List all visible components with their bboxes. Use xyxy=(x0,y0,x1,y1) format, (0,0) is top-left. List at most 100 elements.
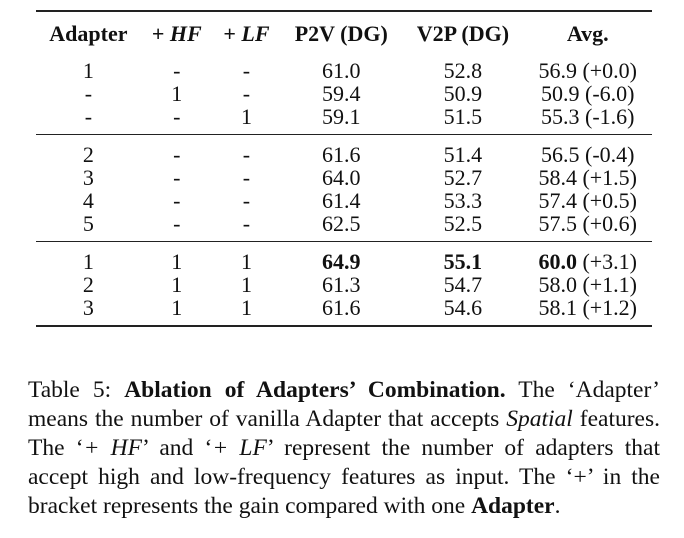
table-row: 1 - - 61.0 52.8 56.9 (+0.0) xyxy=(36,51,652,82)
caption-label: Table 5: xyxy=(28,376,125,403)
cell-hf: - xyxy=(173,165,181,190)
cell-avg: 58.1 (+1.2) xyxy=(523,296,652,326)
header-hf: + HF xyxy=(141,11,213,51)
cell-p2v: 61.3 xyxy=(322,272,361,297)
cell-p2v: 64.9 xyxy=(322,249,361,274)
header-hf-em: HF xyxy=(169,21,202,46)
cell-avg: 57.4 (+0.5) xyxy=(523,189,652,212)
cell-hf: - xyxy=(173,188,181,213)
header-lf: + LF xyxy=(213,11,281,51)
cell-v2p: 52.5 xyxy=(443,211,483,236)
cell-v2p: 51.4 xyxy=(443,142,483,167)
cell-v2p: 54.7 xyxy=(443,272,483,297)
ablation-table: Adapter + HF + LF P2V (DG) V2P (DG) Avg.… xyxy=(36,10,652,327)
caption-text-3: ’ and ‘ xyxy=(142,434,213,461)
caption-adapter-bold: Adapter xyxy=(471,492,555,519)
cell-avg-gain: (-1.6) xyxy=(579,104,635,129)
cell-p2v: 61.0 xyxy=(322,58,361,83)
cell-avg-value: 58.4 xyxy=(538,165,577,190)
cell-p2v: 64.0 xyxy=(322,165,361,190)
cell-p2v: 61.4 xyxy=(322,188,361,213)
table-caption: Table 5: Ablation of Adapters’ Combinati… xyxy=(28,376,660,521)
cell-lf: - xyxy=(242,58,251,83)
table-row: -1-59.4 50.9 50.9 (-6.0) xyxy=(36,82,652,105)
cell-adapter: 3 xyxy=(82,165,94,190)
cell-hf: - xyxy=(173,104,181,129)
caption-spatial: Spatial xyxy=(506,405,573,432)
cell-avg-gain: (-6.0) xyxy=(579,81,635,106)
caption-title: Ablation of Adapters’ Combination. xyxy=(124,376,506,403)
table-row: 3 1 1 61.6 54.6 58.1 (+1.2) xyxy=(36,296,652,326)
cell-avg-gain: (+0.5) xyxy=(576,188,638,213)
cell-avg-value: 55.3 xyxy=(541,104,580,129)
cell-lf: 1 xyxy=(240,272,252,297)
cell-avg-value: 57.5 xyxy=(538,211,577,236)
cell-hf: 1 xyxy=(171,295,183,320)
cell-hf: 1 xyxy=(171,81,183,106)
cell-p2v: 61.6 xyxy=(322,142,361,167)
table-header-row: Adapter + HF + LF P2V (DG) V2P (DG) Avg. xyxy=(36,11,652,51)
cell-p2v: 59.1 xyxy=(322,104,361,129)
table-row: 1 1 1 64.9 55.1 60.0 (+3.1) xyxy=(36,241,652,274)
caption-text-1: The ‘Adapter’ means the number of vanill… xyxy=(28,376,660,432)
cell-avg-gain: (+1.5) xyxy=(576,165,638,190)
cell-adapter: - xyxy=(84,104,93,129)
cell-avg: 56.5 (-0.4) xyxy=(523,135,652,167)
header-lf-prefix: + xyxy=(223,21,242,46)
cell-lf: - xyxy=(242,81,251,106)
cell-v2p: 54.6 xyxy=(443,295,483,320)
cell-p2v: 62.5 xyxy=(322,211,361,236)
cell-hf: - xyxy=(173,142,181,167)
table-row: 2 1 1 61.3 54.7 58.0 (+1.1) xyxy=(36,273,652,296)
header-v2p: V2P (DG) xyxy=(416,21,510,46)
cell-avg-value: 57.4 xyxy=(538,188,577,213)
cell-avg-gain: (+0.0) xyxy=(576,58,638,83)
cell-lf: - xyxy=(242,188,251,213)
caption-text-4: ’ represent the number of adapters that … xyxy=(28,434,660,519)
table-row: 3 - - 64.0 52.7 58.4 (+1.5) xyxy=(36,166,652,189)
caption-text-2: features. The ‘ xyxy=(28,405,660,461)
cell-avg-gain: (+1.1) xyxy=(576,272,638,297)
cell-adapter: 4 xyxy=(82,188,94,213)
cell-avg-value: 56.9 xyxy=(538,58,577,83)
cell-lf: 1 xyxy=(240,295,252,320)
cell-adapter: 1 xyxy=(82,58,94,83)
cell-adapter: - xyxy=(84,81,93,106)
cell-avg-gain: (+1.2) xyxy=(576,295,638,320)
cell-v2p: 51.5 xyxy=(443,104,483,129)
table-body: 1- -61.0 52.8 56.9 (+0.0) -1-59.4 50.9 50.9 (-… xyxy=(36,51,652,326)
cell-lf: - xyxy=(242,142,251,167)
cell-hf: - xyxy=(173,211,181,236)
cell-avg: 60.0 (+3.1) xyxy=(523,242,652,274)
table-row: 4 - - 61.4 53.3 57.4 (+0.5) xyxy=(36,189,652,212)
cell-adapter: 2 xyxy=(82,142,94,167)
cell-avg: 50.9 (-6.0) xyxy=(523,82,652,105)
cell-avg: 57.5 (+0.6) xyxy=(523,212,652,242)
cell-avg-value: 58.0 xyxy=(538,272,577,297)
cell-avg: 58.0 (+1.1) xyxy=(523,273,652,296)
table-row: 2 - - 61.6 51.4 56.5 (-0.4) xyxy=(36,134,652,167)
caption-hf: + HF xyxy=(83,434,143,461)
cell-hf: 1 xyxy=(171,272,183,297)
caption-lf: + LF xyxy=(212,434,267,461)
cell-adapter: 3 xyxy=(82,295,94,320)
cell-avg-value: 58.1 xyxy=(538,295,577,320)
cell-avg: 55.3 (-1.6) xyxy=(523,105,652,135)
cell-lf: - xyxy=(242,211,251,236)
header-lf-em: LF xyxy=(241,21,270,46)
cell-avg-value: 60.0 xyxy=(538,249,577,274)
cell-avg-gain: (+0.6) xyxy=(576,211,638,236)
cell-adapter: 5 xyxy=(82,211,94,236)
cell-avg: 56.9 (+0.0) xyxy=(523,51,652,82)
cell-avg-gain: (-0.4) xyxy=(579,142,635,167)
table-row: - - 1 59.1 51.5 55.3 (-1.6) xyxy=(36,105,652,135)
cell-avg-gain: (+3.1) xyxy=(576,249,638,274)
cell-p2v: 61.6 xyxy=(322,295,361,320)
cell-hf: 1 xyxy=(171,249,183,274)
caption-text-5: . xyxy=(554,492,561,519)
cell-adapter: 2 xyxy=(82,272,94,297)
cell-lf: 1 xyxy=(240,249,252,274)
cell-v2p: 50.9 xyxy=(443,81,483,106)
cell-adapter: 1 xyxy=(82,249,94,274)
header-hf-prefix: + xyxy=(151,21,170,46)
